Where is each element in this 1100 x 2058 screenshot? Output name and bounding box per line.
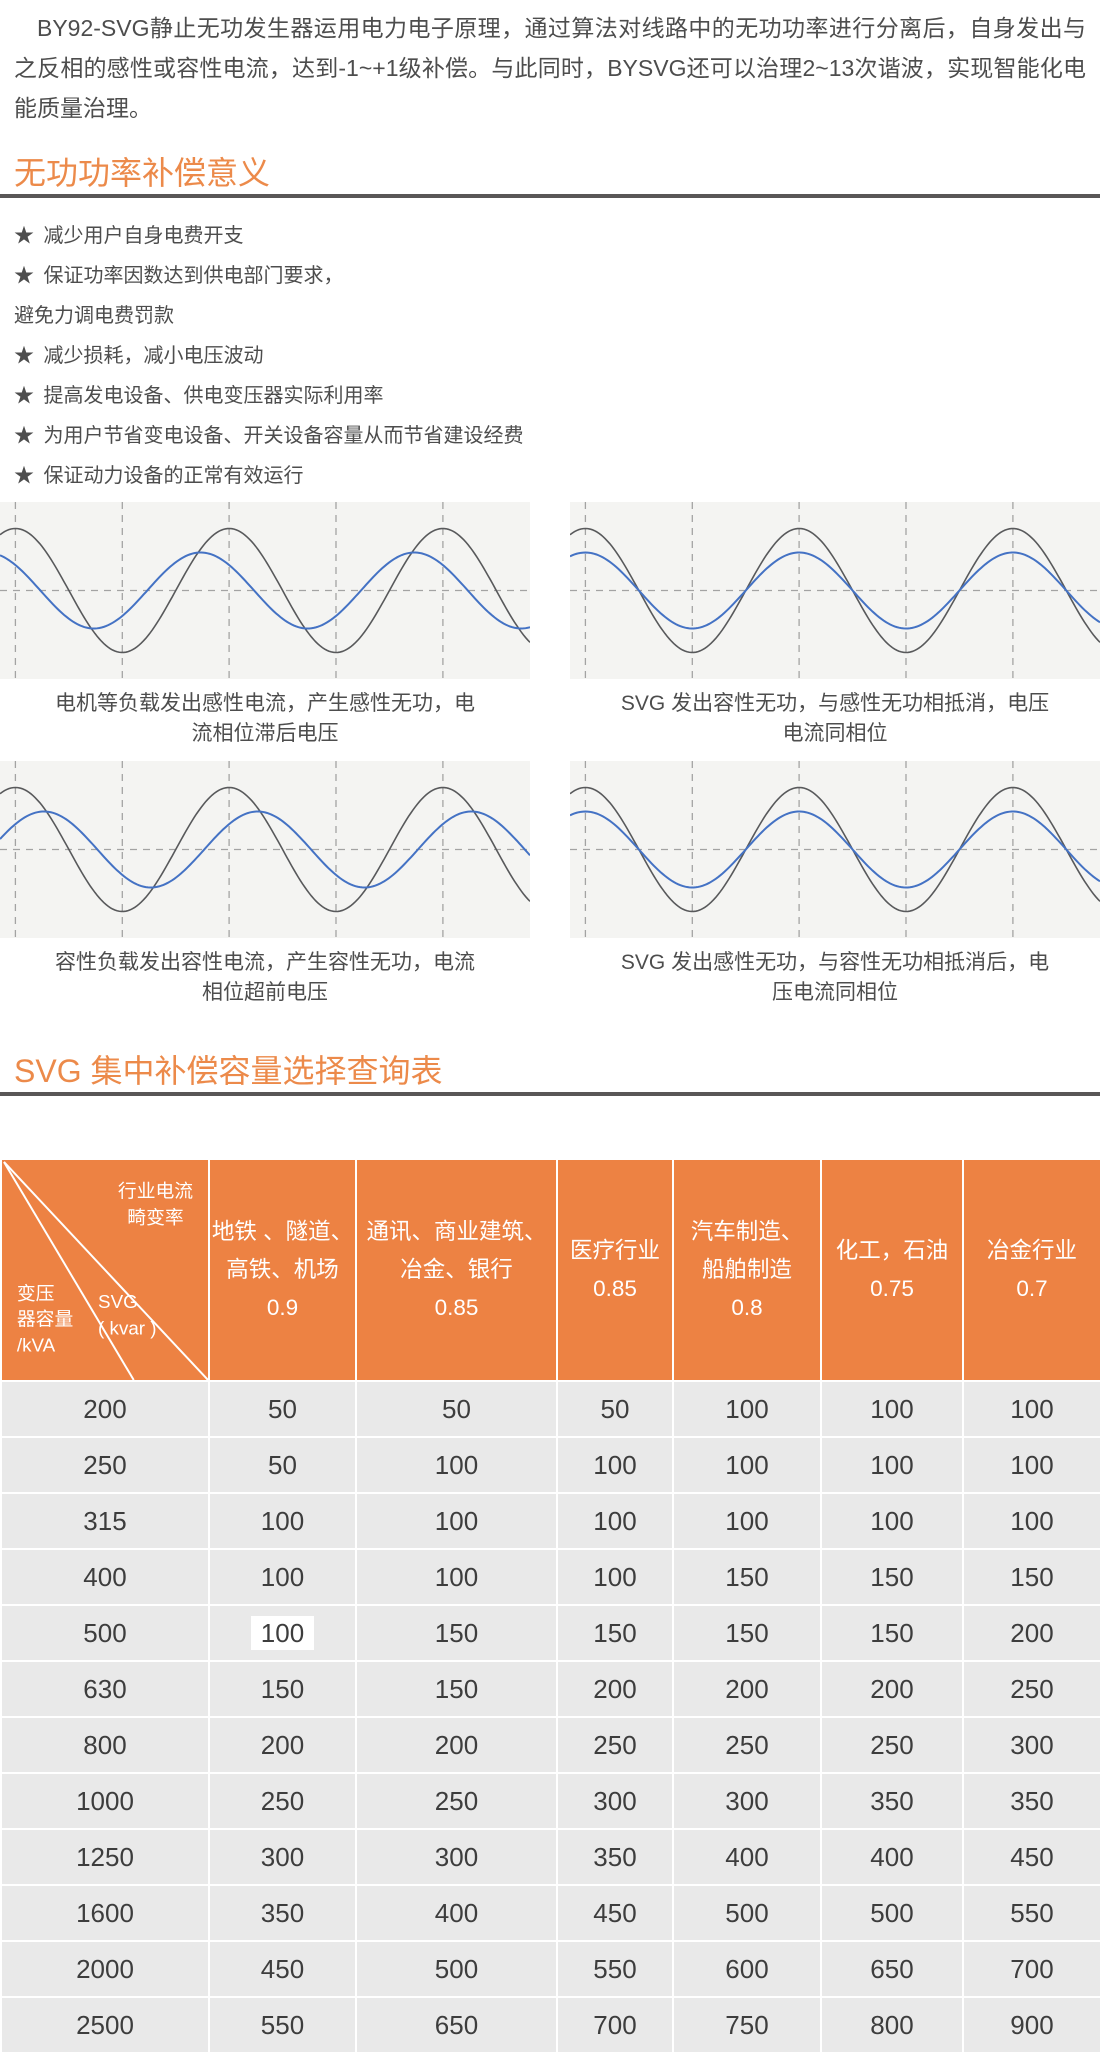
svg-text:变压: 变压 <box>17 1283 55 1304</box>
svg-text:行业电流: 行业电流 <box>118 1181 193 1202</box>
svg-text:器容量: 器容量 <box>17 1309 73 1330</box>
svg-text:/kVA: /kVA <box>17 1334 56 1355</box>
svg-text:( kvar ): ( kvar ) <box>98 1318 157 1339</box>
svg-text:SVG: SVG <box>98 1291 138 1312</box>
svg-text:畸变率: 畸变率 <box>127 1207 183 1228</box>
